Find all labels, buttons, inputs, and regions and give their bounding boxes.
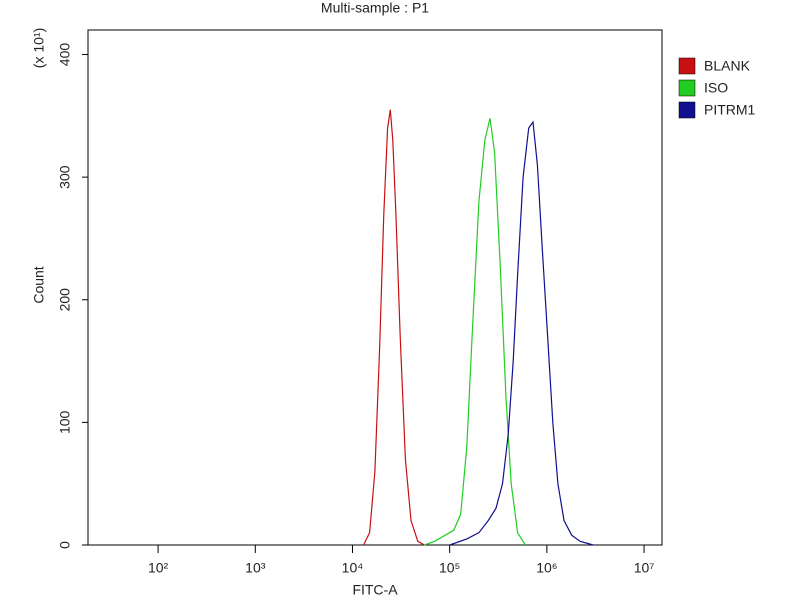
plot-frame <box>87 29 663 546</box>
series-line <box>424 118 526 546</box>
legend-label: BLANK <box>704 58 751 74</box>
y-tick-label: 400 <box>57 43 73 67</box>
y-tick-label: 100 <box>57 410 73 434</box>
legend-label: ISO <box>704 80 728 96</box>
x-tick-label: 10⁵ <box>439 560 460 576</box>
series-line <box>449 120 594 546</box>
y-tick-label: 300 <box>57 165 73 189</box>
legend-swatch <box>678 79 696 97</box>
chart-title: Multi-sample : P1 <box>321 0 429 16</box>
x-tick-label: 10⁴ <box>342 560 364 576</box>
legend-swatch <box>678 101 696 119</box>
x-tick-label: 10⁷ <box>634 560 655 576</box>
x-tick-label: 10² <box>148 560 169 576</box>
y-tick-label: 200 <box>57 288 73 312</box>
series-line <box>363 109 425 546</box>
y-axis-label: Count <box>31 266 47 303</box>
x-tick-label: 10³ <box>245 560 266 576</box>
x-axis-label: FITC-A <box>352 582 398 598</box>
y-scale-note: (x 10¹) <box>31 28 47 68</box>
legend-swatch <box>678 57 696 75</box>
legend-label: PITRM1 <box>704 102 756 118</box>
y-tick-label: 0 <box>57 541 73 549</box>
x-tick-label: 10⁶ <box>536 560 557 576</box>
